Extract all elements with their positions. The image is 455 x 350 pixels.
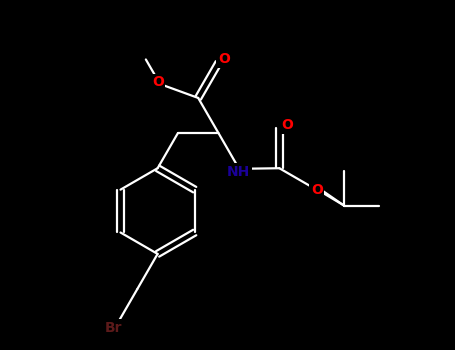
Text: O: O — [281, 118, 293, 132]
Text: O: O — [152, 75, 164, 89]
Text: NH: NH — [227, 165, 250, 179]
Text: O: O — [311, 183, 323, 197]
Text: O: O — [218, 52, 230, 66]
Text: Br: Br — [105, 321, 122, 335]
